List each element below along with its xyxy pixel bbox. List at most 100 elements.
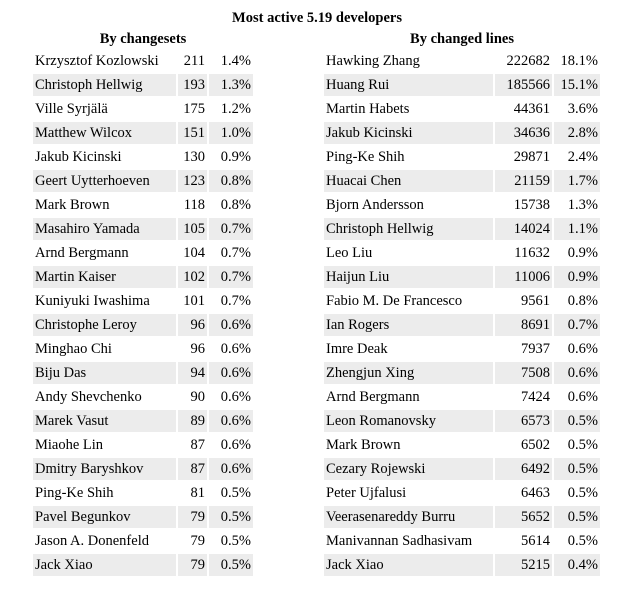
changesets-heading: By changesets (99, 31, 187, 47)
developer-name: Martin Habets (324, 98, 493, 120)
developer-name: Hawking Zhang (324, 50, 493, 72)
percent-value: 0.5% (554, 482, 600, 504)
count-value: 79 (178, 554, 207, 576)
developer-name: Jakub Kicinski (33, 146, 176, 168)
count-value: 8691 (495, 314, 552, 336)
percent-value: 2.4% (554, 146, 600, 168)
count-value: 21159 (495, 170, 552, 192)
table-row: Mark Brown 6502 0.5% (324, 434, 600, 456)
count-value: 96 (178, 314, 207, 336)
count-value: 222682 (495, 50, 552, 72)
developer-name: Leon Romanovsky (324, 410, 493, 432)
developer-name: Fabio M. De Francesco (324, 290, 493, 312)
count-value: 193 (178, 74, 207, 96)
count-value: 105 (178, 218, 207, 240)
percent-value: 0.7% (554, 314, 600, 336)
table-row: Hawking Zhang 222682 18.1% (324, 50, 600, 72)
table-row: Geert Uytterhoeven 123 0.8% (33, 170, 253, 192)
table-row: Masahiro Yamada 105 0.7% (33, 218, 253, 240)
count-value: 104 (178, 242, 207, 264)
table-row: Dmitry Baryshkov 87 0.6% (33, 458, 253, 480)
table-row: Arnd Bergmann 7424 0.6% (324, 386, 600, 408)
count-value: 7508 (495, 362, 552, 384)
changesets-table-body: Krzysztof Kozlowski 211 1.4% Christoph Hell… (33, 50, 253, 576)
developer-name: Bjorn Andersson (324, 194, 493, 216)
count-value: 5652 (495, 506, 552, 528)
percent-value: 0.7% (209, 218, 253, 240)
percent-value: 0.5% (554, 506, 600, 528)
table-caption: Most active 5.19 developers (232, 10, 402, 26)
table-row: Martin Kaiser 102 0.7% (33, 266, 253, 288)
table-row: Haijun Liu 11006 0.9% (324, 266, 600, 288)
count-value: 6573 (495, 410, 552, 432)
count-value: 101 (178, 290, 207, 312)
percent-value: 0.6% (554, 386, 600, 408)
percent-value: 1.4% (209, 50, 253, 72)
count-value: 11006 (495, 266, 552, 288)
percent-value: 1.3% (209, 74, 253, 96)
changed-lines-table: By changed lines Hawking Zhang 222682 18.1… (322, 28, 602, 578)
developer-name: Matthew Wilcox (33, 122, 176, 144)
table-row: Krzysztof Kozlowski 211 1.4% (33, 50, 253, 72)
percent-value: 0.6% (209, 410, 253, 432)
count-value: 102 (178, 266, 207, 288)
table-row: Miaohe Lin 87 0.6% (33, 434, 253, 456)
table-row: Veerasenareddy Burru 5652 0.5% (324, 506, 600, 528)
count-value: 87 (178, 434, 207, 456)
count-value: 9561 (495, 290, 552, 312)
percent-value: 0.4% (554, 554, 600, 576)
developer-name: Imre Deak (324, 338, 493, 360)
percent-value: 0.7% (209, 266, 253, 288)
percent-value: 1.7% (554, 170, 600, 192)
table-row: Kuniyuki Iwashima 101 0.7% (33, 290, 253, 312)
developer-name: Arnd Bergmann (324, 386, 493, 408)
table-row: Leon Romanovsky 6573 0.5% (324, 410, 600, 432)
developer-name: Huacai Chen (324, 170, 493, 192)
table-row: Fabio M. De Francesco 9561 0.8% (324, 290, 600, 312)
count-value: 5614 (495, 530, 552, 552)
developer-name: Martin Kaiser (33, 266, 176, 288)
table-row: Arnd Bergmann 104 0.7% (33, 242, 253, 264)
table-row: Bjorn Andersson 15738 1.3% (324, 194, 600, 216)
table-row: Jason A. Donenfeld 79 0.5% (33, 530, 253, 552)
percent-value: 0.6% (209, 458, 253, 480)
percent-value: 0.8% (554, 290, 600, 312)
developer-name: Manivannan Sadhasivam (324, 530, 493, 552)
percent-value: 0.5% (554, 434, 600, 456)
count-value: 29871 (495, 146, 552, 168)
developer-name: Ping-Ke Shih (33, 482, 176, 504)
percent-value: 0.6% (209, 434, 253, 456)
developer-name: Mark Brown (324, 434, 493, 456)
table-row: Andy Shevchenko 90 0.6% (33, 386, 253, 408)
table-row: Marek Vasut 89 0.6% (33, 410, 253, 432)
developer-name: Haijun Liu (324, 266, 493, 288)
percent-value: 0.6% (554, 362, 600, 384)
developer-name: Leo Liu (324, 242, 493, 264)
count-value: 151 (178, 122, 207, 144)
table-row: Manivannan Sadhasivam 5614 0.5% (324, 530, 600, 552)
table-row: Jack Xiao 5215 0.4% (324, 554, 600, 576)
developer-name: Cezary Rojewski (324, 458, 493, 480)
table-row: Huang Rui 185566 15.1% (324, 74, 600, 96)
table-row: Ian Rogers 8691 0.7% (324, 314, 600, 336)
developer-name: Dmitry Baryshkov (33, 458, 176, 480)
table-row: Christoph Hellwig 193 1.3% (33, 74, 253, 96)
table-row: Pavel Begunkov 79 0.5% (33, 506, 253, 528)
developer-name: Minghao Chi (33, 338, 176, 360)
percent-value: 15.1% (554, 74, 600, 96)
developer-name: Marek Vasut (33, 410, 176, 432)
percent-value: 18.1% (554, 50, 600, 72)
developer-name: Masahiro Yamada (33, 218, 176, 240)
table-row: Martin Habets 44361 3.6% (324, 98, 600, 120)
count-value: 14024 (495, 218, 552, 240)
percent-value: 0.5% (209, 482, 253, 504)
count-value: 34636 (495, 122, 552, 144)
count-value: 118 (178, 194, 207, 216)
count-value: 7424 (495, 386, 552, 408)
count-value: 89 (178, 410, 207, 432)
developer-name: Jason A. Donenfeld (33, 530, 176, 552)
changed-lines-heading: By changed lines (410, 31, 514, 47)
percent-value: 0.5% (209, 530, 253, 552)
percent-value: 1.3% (554, 194, 600, 216)
developer-name: Ville Syrjälä (33, 98, 176, 120)
